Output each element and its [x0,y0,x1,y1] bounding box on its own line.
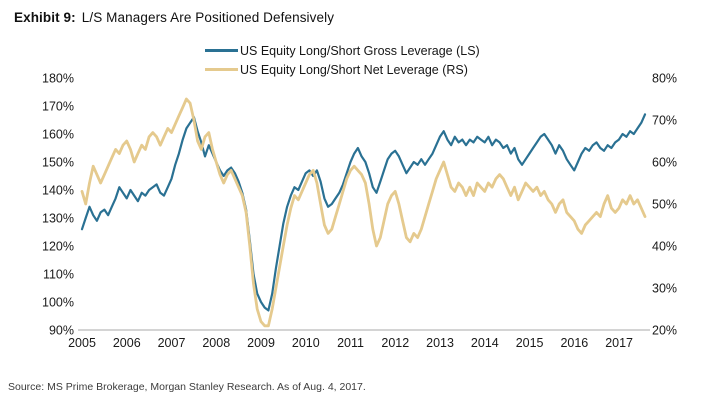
leverage-line-chart: 180% 170% 160% 150% 140% 130% 120% 110% 100% 90% 8… [42,72,677,351]
page-title: Exhibit 9: L/S Managers Are Positioned De… [14,10,334,25]
gross-leverage-swatch [205,49,238,52]
x-axis-tick-label: 2015 [516,336,544,350]
x-axis-tick-label: 2011 [337,336,364,350]
right-axis-tick-label: 50% [652,198,677,212]
left-axis-tick-label: 140% [42,184,74,198]
x-axis-tick-label: 2013 [426,336,454,350]
left-axis-tick-label: 170% [42,100,74,114]
right-axis-tick-label: 70% [652,114,677,128]
right-axis-tick-label: 60% [652,156,677,170]
chart-legend: US Equity Long/Short Gross Leverage (LS)… [205,41,480,79]
x-axis-tick-label: 2017 [605,336,633,350]
left-axis-tick-label: 100% [42,296,74,310]
x-axis-tick-label: 2008 [202,336,230,350]
x-axis-tick-label: 2006 [113,336,141,350]
x-axis-tick-label: 2005 [68,336,96,350]
x-axis-tick-label: 2016 [560,336,588,350]
exhibit-label: Exhibit 9: [14,10,76,25]
gross-leverage-line [80,113,647,312]
net-leverage-line [80,97,647,328]
legend-label-gross-leverage: US Equity Long/Short Gross Leverage (LS) [240,43,480,58]
legend-label-net-leverage: US Equity Long/Short Net Leverage (RS) [240,62,468,77]
x-axis-tick-label: 2012 [381,336,409,350]
right-axis-tick-label: 20% [652,324,677,338]
right-axis-tick-label: 80% [652,72,677,86]
right-axis-tick-label: 40% [652,240,677,254]
legend-item-net-leverage: US Equity Long/Short Net Leverage (RS) [205,60,480,79]
right-axis-tick-label: 30% [652,282,677,296]
left-axis-tick-label: 120% [42,240,74,254]
x-axis-tick-label: 2009 [247,336,275,350]
x-axis-tick-label: 2014 [471,336,499,350]
net-leverage-swatch [205,68,238,71]
source-note: Source: MS Prime Brokerage, Morgan Stanl… [8,381,366,393]
legend-item-gross-leverage: US Equity Long/Short Gross Leverage (LS) [205,41,480,60]
left-axis-tick-label: 160% [42,128,74,142]
x-axis-tick-label: 2010 [292,336,320,350]
left-axis-tick-label: 180% [42,72,74,86]
left-axis-tick-label: 90% [49,324,74,338]
x-axis-tick-label: 2007 [158,336,186,350]
left-axis-tick-label: 110% [43,268,74,282]
exhibit-title-text: L/S Managers Are Positioned Defensively [81,10,335,25]
left-axis-tick-label: 130% [42,212,74,226]
left-axis-tick-label: 150% [42,156,74,170]
